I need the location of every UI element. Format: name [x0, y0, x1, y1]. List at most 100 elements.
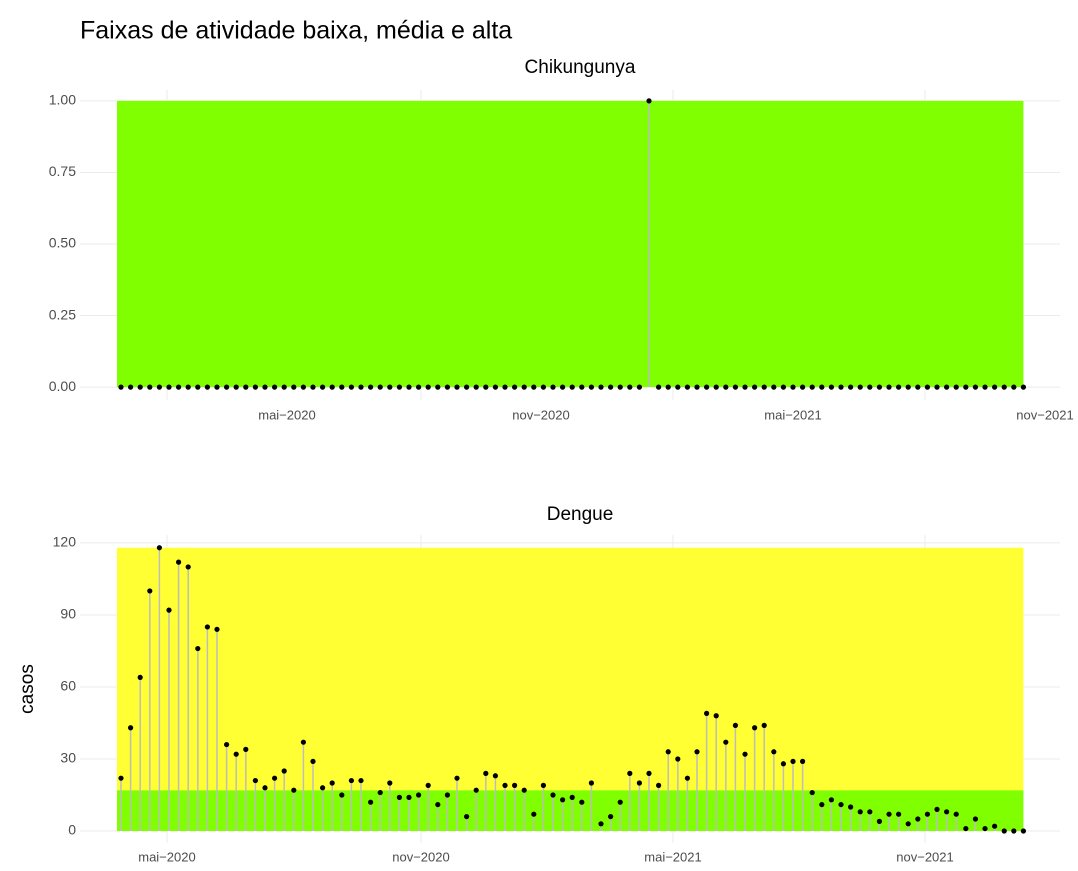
point — [1020, 384, 1027, 390]
point — [828, 797, 835, 803]
point — [483, 384, 489, 390]
point — [905, 821, 911, 827]
point — [195, 645, 201, 652]
y-axis-label: casos — [17, 664, 38, 714]
point — [416, 792, 422, 798]
point — [175, 384, 182, 390]
point — [636, 384, 643, 390]
point — [271, 384, 278, 390]
point — [396, 384, 403, 390]
point — [348, 777, 355, 784]
point — [982, 384, 988, 390]
point — [876, 818, 883, 824]
point — [924, 811, 931, 817]
point — [454, 384, 460, 390]
point — [492, 773, 499, 779]
point — [175, 559, 182, 565]
y-tick-label: 0 — [68, 822, 76, 838]
point — [137, 384, 143, 390]
y-tick-label: 90 — [60, 606, 76, 622]
point — [233, 751, 239, 757]
x-tick-label: mai−2021 — [764, 407, 821, 422]
point — [540, 782, 547, 788]
point — [656, 782, 662, 788]
point — [502, 782, 508, 788]
point — [617, 799, 623, 805]
x-tick-label: mai−2020 — [138, 849, 195, 864]
point — [444, 792, 451, 798]
point — [358, 777, 364, 784]
point — [704, 384, 710, 390]
point — [732, 384, 739, 390]
panel-title: Chikungunya — [525, 57, 636, 78]
point — [665, 749, 671, 755]
point — [944, 384, 950, 390]
point — [886, 384, 892, 390]
point — [464, 813, 470, 820]
point — [252, 777, 258, 784]
point — [147, 588, 153, 594]
point — [185, 384, 191, 390]
point — [608, 384, 614, 390]
x-tick-label: nov−2021 — [1016, 407, 1073, 422]
y-tick-label: 120 — [53, 534, 77, 550]
panel-title: Dengue — [547, 504, 614, 525]
point — [262, 384, 268, 390]
point — [982, 825, 988, 832]
point — [166, 607, 172, 613]
point — [838, 384, 844, 390]
point — [598, 821, 604, 827]
point — [483, 770, 489, 776]
point — [531, 811, 537, 817]
point — [857, 384, 863, 390]
point — [972, 384, 979, 390]
point — [723, 384, 729, 390]
point — [627, 384, 633, 390]
point — [118, 775, 124, 781]
x-tick-label: nov−2021 — [896, 849, 953, 864]
point — [646, 770, 652, 776]
point — [358, 384, 364, 390]
point — [223, 384, 230, 390]
point — [368, 799, 374, 805]
point — [886, 811, 892, 817]
point — [560, 797, 566, 803]
point — [944, 809, 950, 815]
activity-band — [116, 100, 1024, 388]
point — [704, 710, 710, 716]
point — [195, 384, 201, 390]
point — [156, 545, 162, 551]
point — [396, 794, 403, 800]
point — [540, 384, 547, 390]
point — [1001, 828, 1007, 834]
point — [867, 809, 873, 815]
point — [310, 758, 316, 764]
point — [684, 775, 691, 781]
point — [713, 384, 719, 390]
point — [809, 789, 815, 796]
point — [694, 749, 700, 755]
point — [896, 384, 902, 390]
point — [233, 384, 239, 390]
point — [243, 384, 249, 390]
point — [387, 384, 393, 390]
point — [464, 384, 470, 390]
y-tick-label: 0.00 — [49, 378, 76, 394]
x-tick-label: nov−2020 — [392, 849, 449, 864]
point — [435, 801, 441, 808]
point — [550, 384, 556, 390]
point — [281, 384, 287, 390]
point — [425, 782, 431, 788]
point — [339, 792, 345, 798]
point — [713, 713, 719, 719]
point — [387, 780, 393, 786]
point — [377, 384, 383, 390]
point — [780, 761, 787, 767]
point — [761, 722, 767, 728]
point — [934, 384, 940, 390]
point — [156, 384, 162, 390]
point — [771, 384, 777, 390]
point — [963, 384, 969, 390]
page-title: Faixas de atividade baixa, média e alta — [80, 17, 512, 45]
point — [627, 770, 633, 776]
